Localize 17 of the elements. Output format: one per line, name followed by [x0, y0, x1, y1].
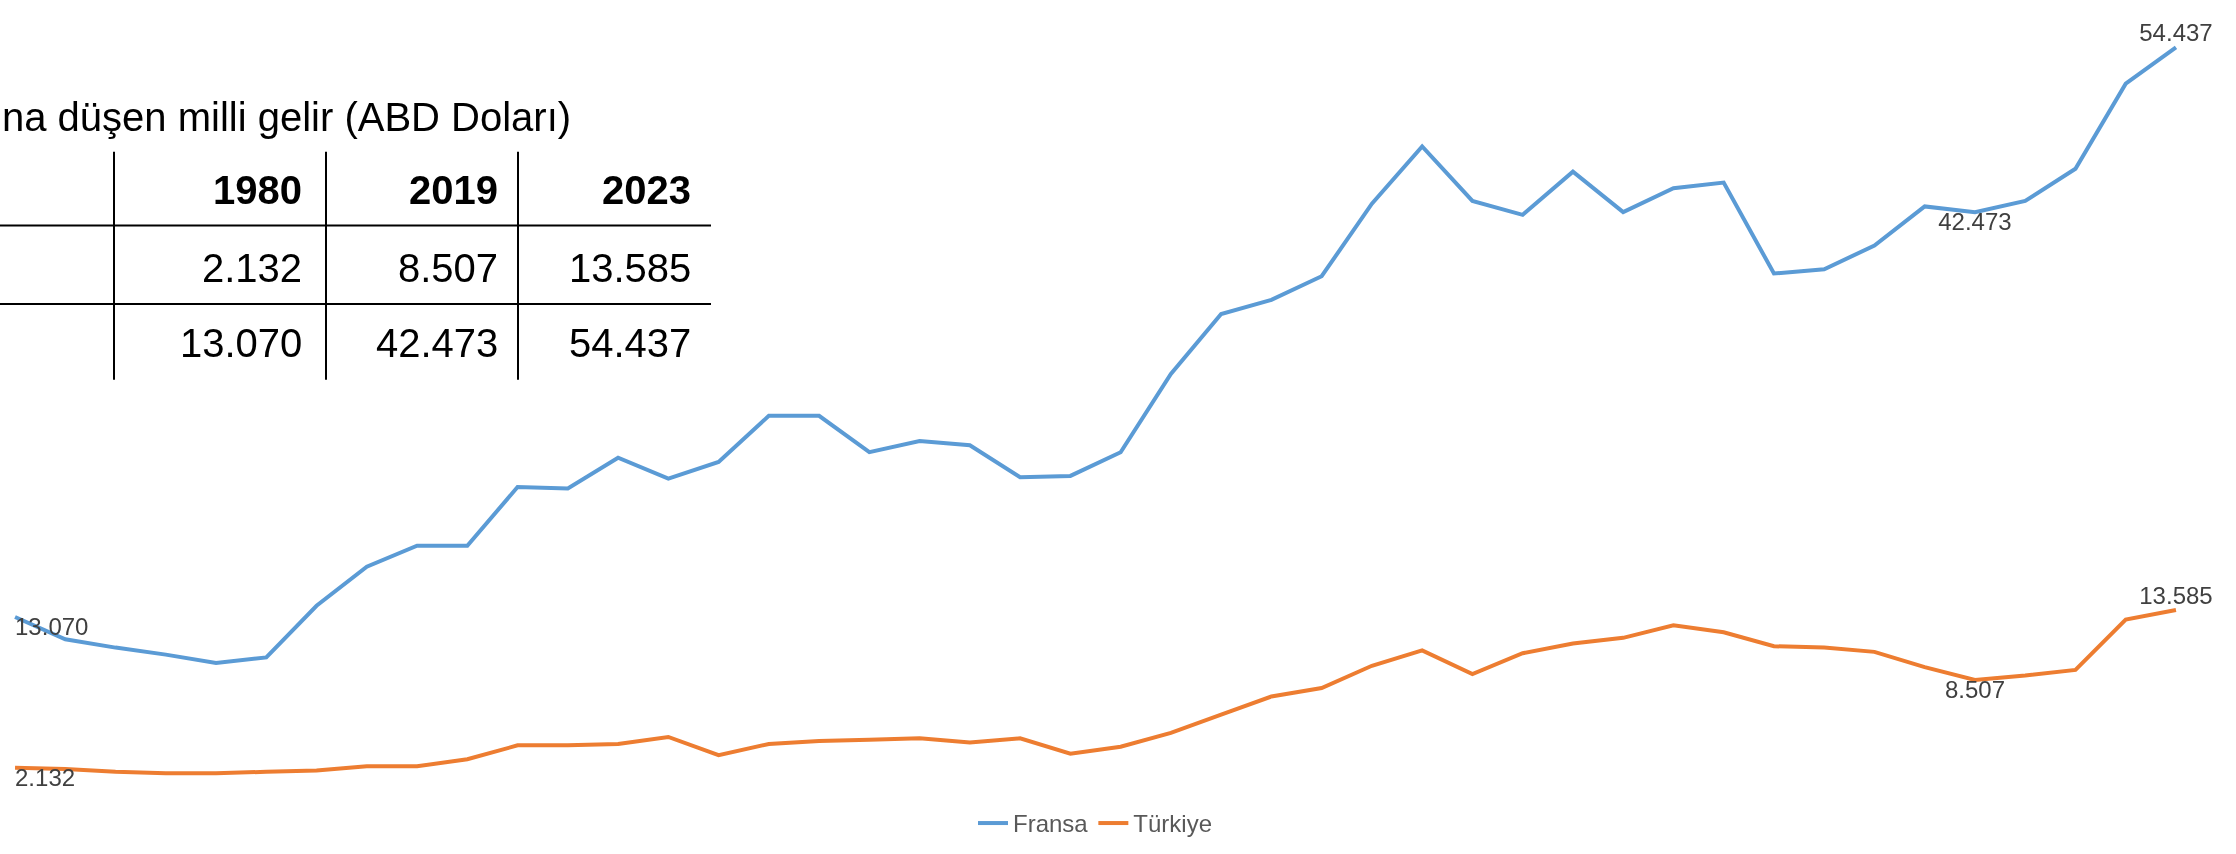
annotation: 1980 — [213, 168, 302, 212]
annotation: 13.070 — [180, 321, 303, 365]
data-label: 13.585 — [2139, 581, 2213, 609]
data-label: 2.132 — [15, 763, 76, 791]
data-label: 54.437 — [2139, 19, 2213, 47]
legend-label: Türkiye — [1133, 810, 1213, 838]
annotation: 2.132 — [202, 246, 303, 290]
data-label: 42.473 — [1938, 208, 2012, 236]
annotation: 2023 — [602, 168, 691, 212]
annotation: 42.473 — [376, 321, 499, 365]
annotation: 13.585 — [569, 246, 692, 290]
data-label: 8.507 — [1944, 675, 2005, 703]
annotation: 2019 — [409, 168, 498, 212]
text: na düşen milli gelir (ABD Doları) — [2, 95, 572, 139]
annotation: 54.437 — [569, 321, 692, 365]
annotation: 8.507 — [398, 246, 499, 290]
legend-label: Fransa — [1013, 810, 1089, 838]
